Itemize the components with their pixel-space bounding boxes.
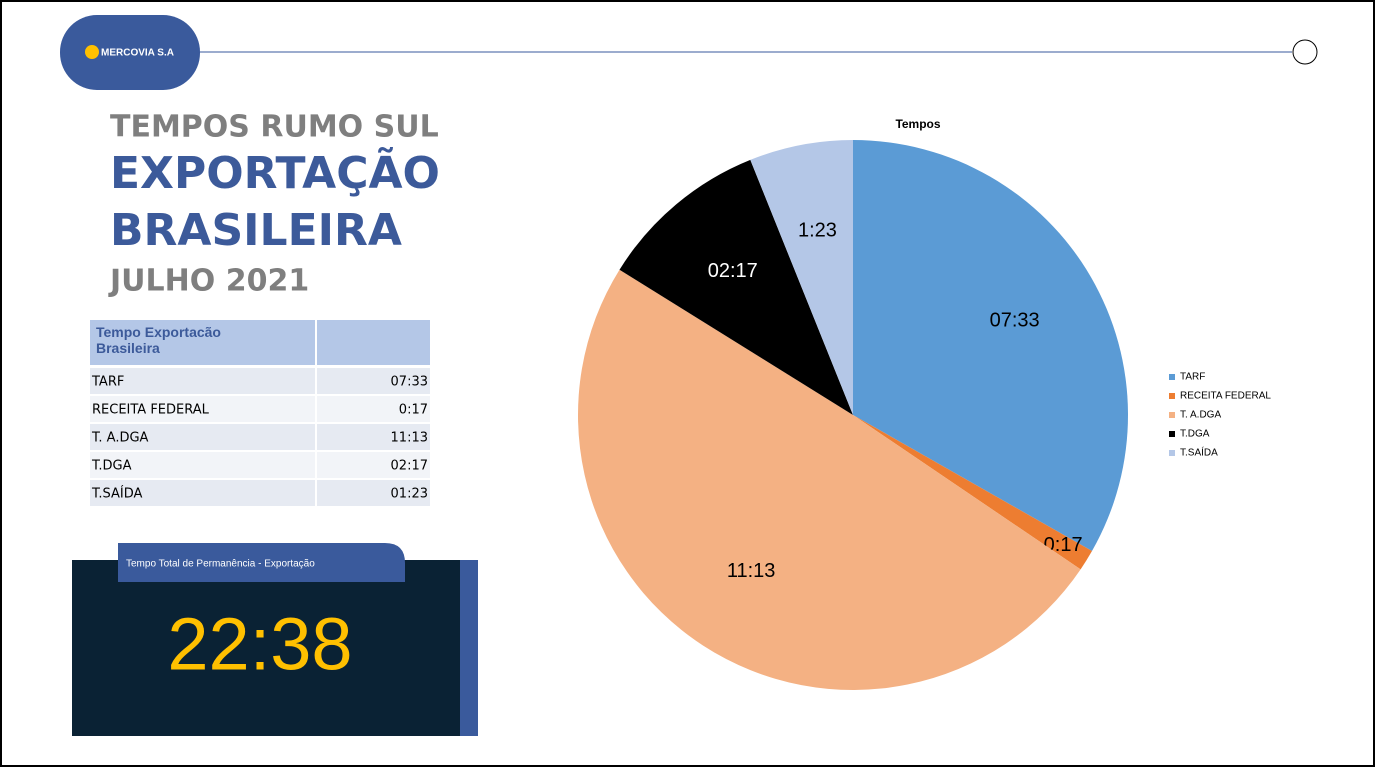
kpi-strip	[460, 560, 478, 736]
legend-swatch	[1169, 374, 1175, 380]
table-cell: RECEITA FEDERAL	[92, 403, 210, 418]
data-label: 0:17	[1044, 534, 1083, 556]
legend-swatch	[1169, 393, 1175, 399]
legend-label: T. A.DGA	[1180, 410, 1221, 421]
table-cell: 01:23	[391, 487, 428, 502]
legend-swatch	[1169, 412, 1175, 418]
legend-label: TARF	[1180, 372, 1205, 383]
table-row	[90, 368, 430, 394]
pie-slice	[619, 159, 853, 415]
data-label: 11:13	[727, 560, 776, 582]
table-cell: 07:33	[391, 375, 428, 390]
table-cell: T.DGA	[91, 459, 132, 474]
header-circle	[1292, 39, 1318, 65]
title-line: TEMPOS RUMO SUL	[110, 110, 439, 145]
table-cell: TARF	[91, 375, 124, 390]
pie-slice	[853, 140, 1128, 552]
pie-slice	[750, 140, 853, 415]
legend-label: T.DGA	[1180, 429, 1210, 440]
table-cell: 11:13	[391, 431, 428, 446]
data-label: 02:17	[708, 260, 758, 282]
data-label: 07:33	[990, 309, 1040, 331]
data-label: 1:23	[798, 220, 837, 242]
table-header-cell: Tempo Exportacão Brasileira	[96, 324, 221, 356]
table-row	[90, 452, 430, 478]
table-row	[90, 480, 430, 506]
legend-label: T.SAÍDA	[1180, 446, 1218, 459]
table-row	[90, 424, 430, 450]
table-cell: T. A.DGA	[91, 431, 149, 446]
table-cell: T.SAÍDA	[91, 486, 143, 502]
table-cell: 0:17	[399, 403, 428, 418]
table-row	[90, 396, 430, 422]
kpi-label: Tempo Total de Permanência - Exportação	[126, 559, 315, 570]
title-main: EXPORTAÇÃO	[110, 146, 440, 199]
table-cell: 02:17	[391, 459, 428, 474]
legend-label: RECEITA FEDERAL	[1180, 391, 1271, 402]
kpi-value: 22:38	[167, 603, 352, 686]
kpi-box	[72, 560, 460, 736]
chart-title: Tempos	[895, 117, 940, 131]
pie-slice	[577, 269, 1081, 691]
logo-pill	[60, 15, 200, 90]
legend-swatch	[1169, 431, 1175, 437]
table-header	[90, 320, 430, 365]
title-main: BRASILEIRA	[110, 205, 402, 256]
pie-slice	[853, 415, 1092, 570]
legend-swatch	[1169, 450, 1175, 456]
title-date: JULHO 2021	[108, 264, 309, 299]
logo-text: MERCOVIA S.A	[101, 48, 174, 59]
kpi-tab	[118, 543, 405, 582]
logo-icon	[85, 45, 99, 59]
